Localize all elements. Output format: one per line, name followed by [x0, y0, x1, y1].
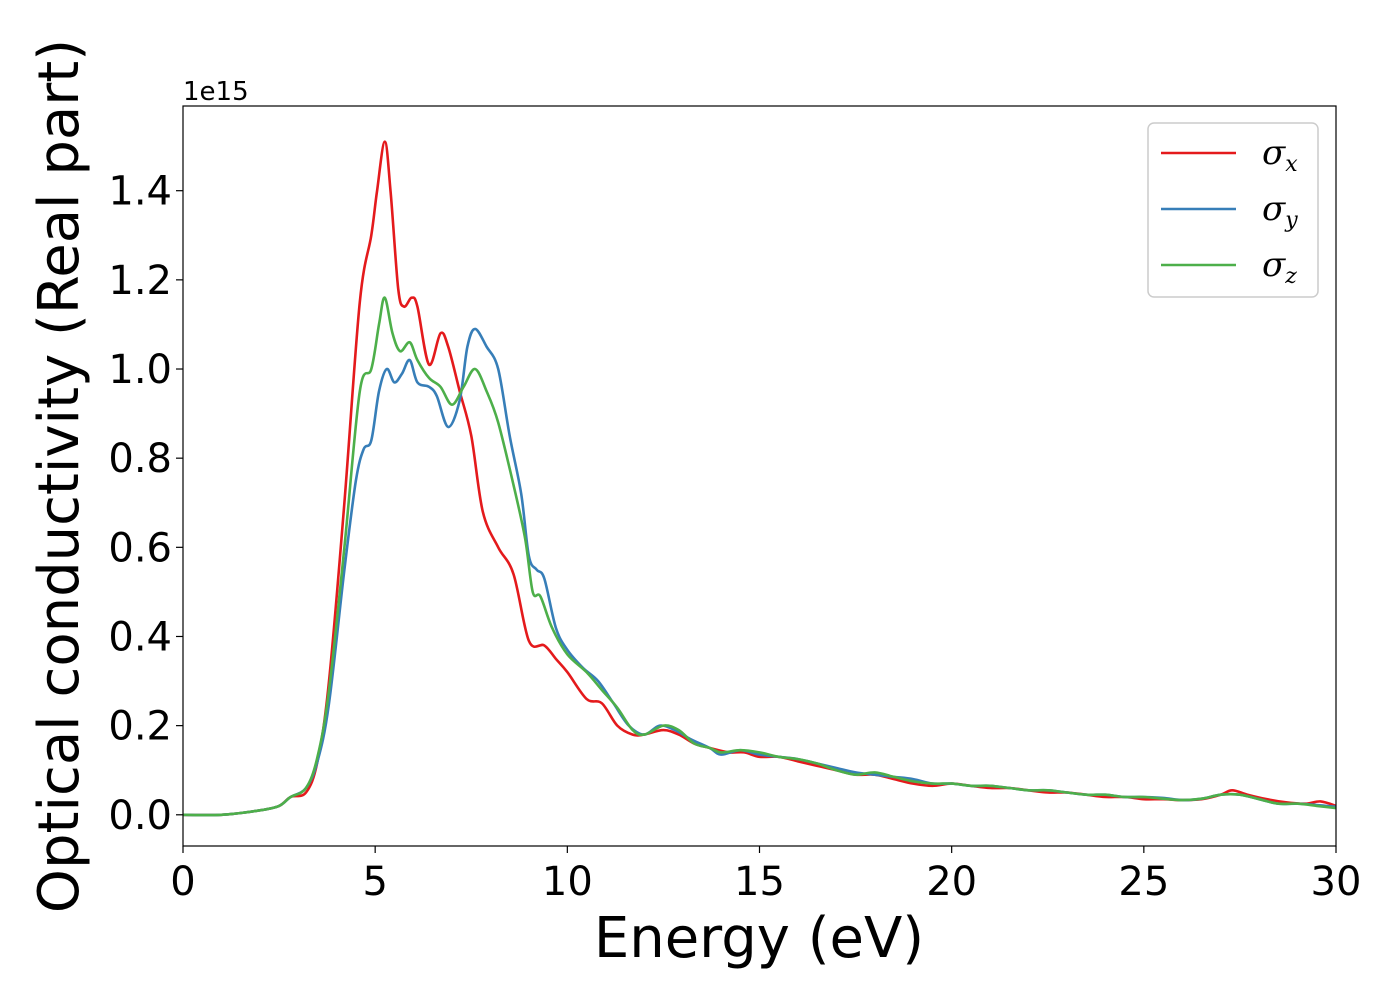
y-tick-label: 0.0: [108, 793, 172, 839]
x-tick-label: 10: [542, 859, 593, 905]
x-axis-label: Energy (eV): [594, 906, 924, 971]
x-tick-label: 30: [1311, 859, 1362, 905]
series-layer: [182, 140, 1337, 817]
y-tick-label: 0.2: [108, 704, 172, 750]
y-tick-label: 1.2: [108, 258, 172, 304]
y-tick-label: 0.6: [108, 525, 172, 571]
x-tick-label: 20: [926, 859, 977, 905]
y-tick-label: 0.8: [108, 436, 172, 482]
x-axis: 0 5 10 15 20 25 30: [170, 846, 1361, 905]
y-offset-label: 1e15: [183, 77, 249, 107]
x-tick-label: 5: [362, 859, 387, 905]
series-line-z: [182, 296, 1337, 817]
y-tick-label: 1.4: [108, 169, 172, 215]
x-tick-label: 25: [1118, 859, 1169, 905]
y-axis-label: Optical conductivity (Real part): [27, 39, 92, 913]
y-tick-label: 1.0: [108, 347, 172, 393]
x-tick-label: 15: [734, 859, 785, 905]
x-tick-label: 0: [170, 859, 195, 905]
y-axis: 0.0 0.2 0.4 0.6 0.8 1.0 1.2 1.4: [108, 169, 183, 839]
y-tick-label: 0.4: [108, 614, 172, 660]
series-line-y: [182, 327, 1337, 817]
